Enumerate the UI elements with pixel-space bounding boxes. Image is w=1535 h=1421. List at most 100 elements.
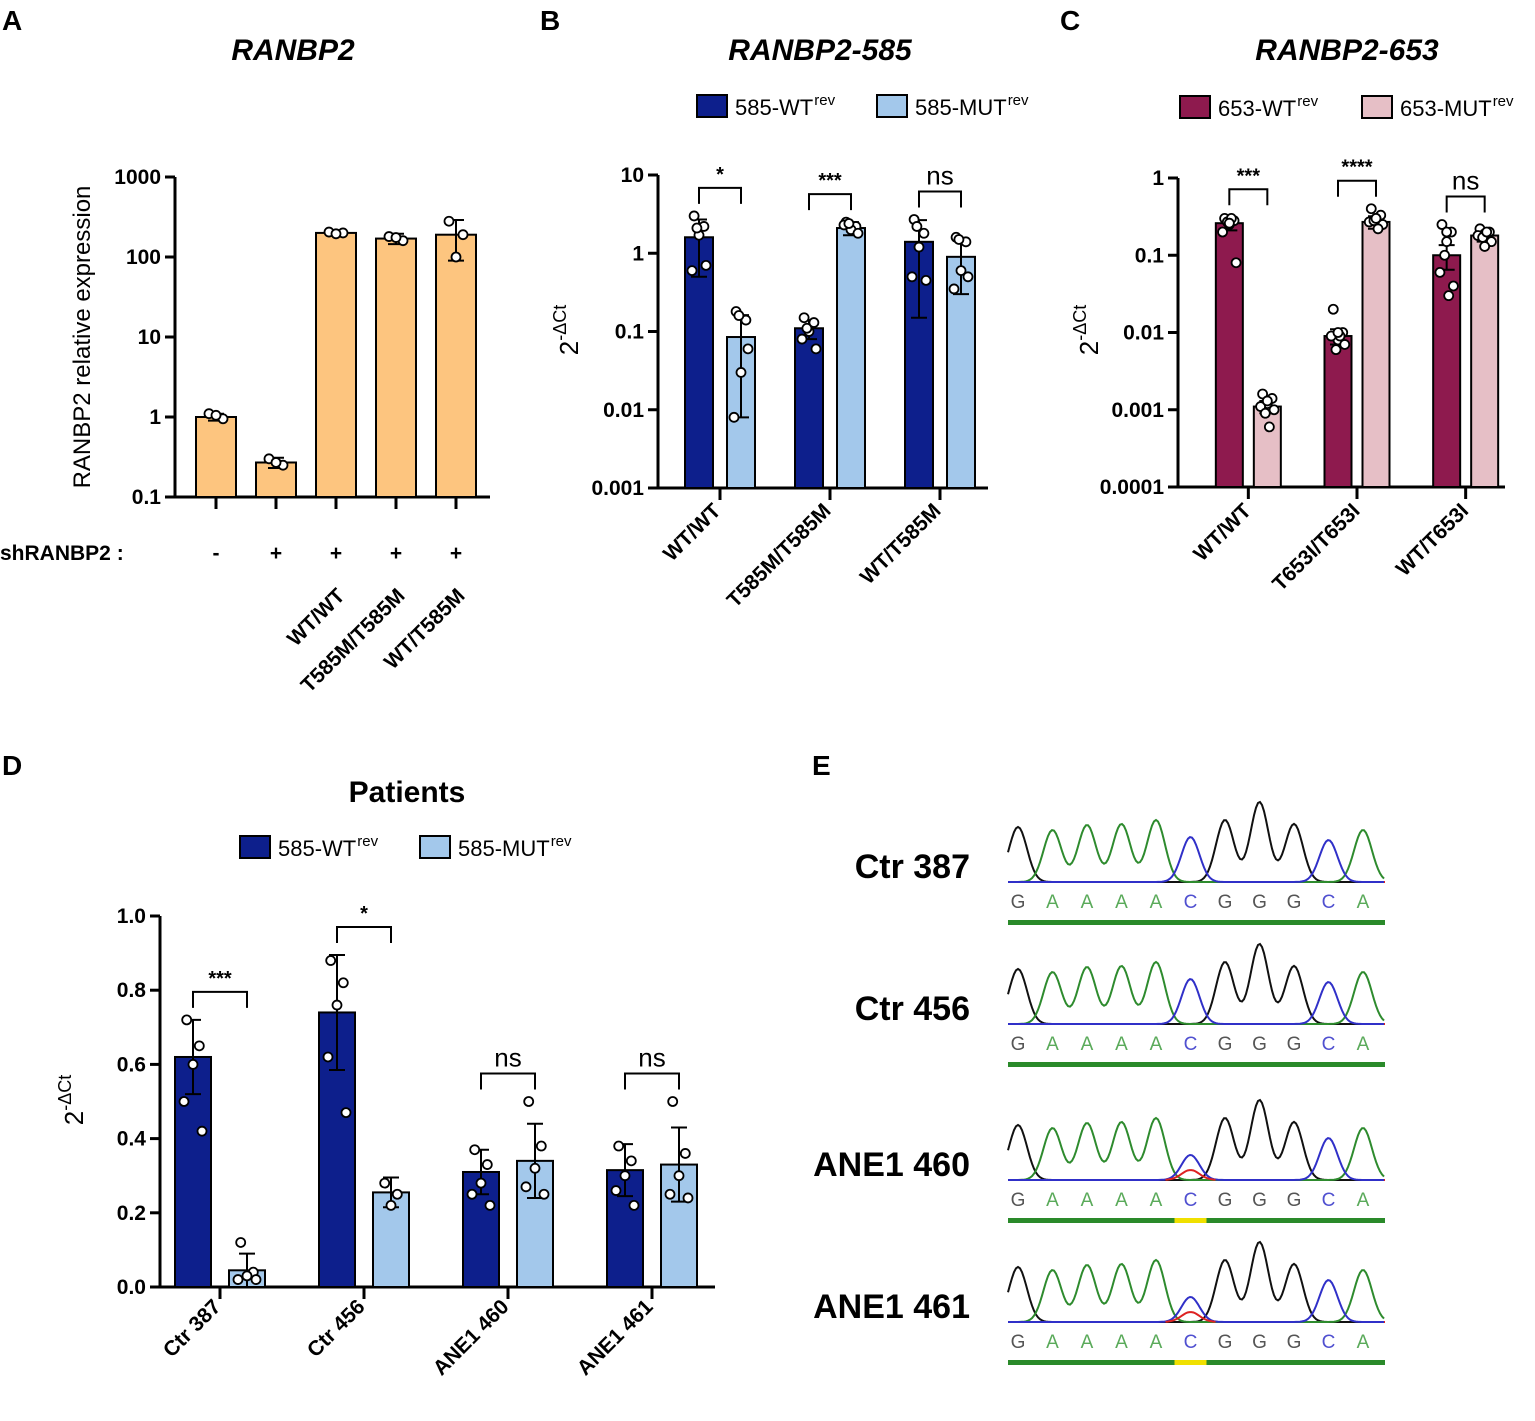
data-point [667, 1096, 679, 1107]
x-tick-label: Ctr 456 [303, 1295, 370, 1362]
x-tick-label: ANE1 461 [573, 1295, 658, 1380]
data-point [235, 1237, 247, 1248]
y-label-sup: -ΔCt [55, 1075, 75, 1111]
data-point [962, 271, 974, 283]
data-point [520, 1181, 532, 1193]
trace [1008, 1279, 1384, 1323]
y-tick-label: 1 [149, 406, 161, 429]
y-tick-label: 0.6 [117, 1053, 146, 1076]
base-call: G [1011, 1034, 1026, 1055]
data-point [920, 274, 932, 286]
x-tick-label: T653I/T653I [1268, 499, 1364, 595]
significance-label: ns [638, 1043, 665, 1073]
x-tick-label: WT/T653I [1392, 499, 1473, 580]
legend-sup: rev [551, 833, 572, 850]
base-call: G [1252, 1034, 1267, 1055]
data-point [1439, 249, 1451, 261]
data-point [1441, 226, 1453, 238]
data-point [735, 367, 747, 378]
significance-label: *** [1237, 165, 1261, 187]
data-point [1263, 421, 1275, 433]
legend-label: 653-MUT [1400, 96, 1492, 121]
data-point [331, 999, 343, 1011]
base-call: C [1322, 892, 1336, 913]
base-call: A [1081, 892, 1094, 913]
data-point [1441, 236, 1453, 248]
data-point [955, 265, 967, 277]
x-tick-label: WT/T585M [856, 499, 946, 589]
base-call: A [1046, 1034, 1059, 1055]
trace [1008, 1137, 1384, 1181]
y-label: 2 [554, 341, 584, 355]
y-label-sup: -ΔCt [1070, 305, 1090, 341]
base-call: G [1218, 1034, 1233, 1055]
significance-bracket [808, 193, 852, 211]
y-axis-label: 2-ΔCt [55, 1075, 89, 1126]
data-point [673, 1170, 685, 1182]
panel-label: C [1060, 5, 1080, 36]
data-point [484, 1199, 496, 1211]
data-point [469, 1144, 481, 1156]
data-point [1479, 241, 1491, 252]
data-point [682, 1192, 694, 1204]
bar [195, 416, 237, 498]
y-tick-label: 0.1 [615, 321, 645, 344]
data-point [613, 1140, 625, 1152]
data-point [1330, 344, 1342, 356]
data-point [1259, 407, 1271, 419]
data-point [325, 955, 337, 966]
base-call: A [1357, 1190, 1370, 1211]
data-point [1327, 303, 1339, 315]
legend-swatch [1179, 95, 1211, 119]
trace [1008, 978, 1384, 1025]
significance-label: **** [1341, 157, 1372, 179]
significance-bracket [480, 1072, 536, 1090]
y-tick-label: 100 [126, 246, 161, 269]
panel-label: B [540, 5, 560, 36]
quality-low [1174, 1218, 1207, 1223]
y-label: 2 [1074, 341, 1104, 355]
significance-bracket [1228, 188, 1269, 206]
legend-label: 653-WT [1218, 96, 1296, 121]
y-tick-label: 0.001 [591, 477, 644, 500]
sample-label: ANE1 460 [813, 1146, 970, 1184]
base-call: A [1081, 1034, 1094, 1055]
data-point [728, 411, 740, 423]
data-point [798, 312, 810, 324]
quality-bar [1008, 1062, 1385, 1067]
base-call: G [1287, 892, 1302, 913]
significance-bracket [1445, 195, 1486, 213]
y-axis-label: 2-ΔCt [1070, 305, 1104, 356]
base-call: G [1011, 1190, 1026, 1211]
trace [1007, 800, 1384, 883]
trace [1007, 942, 1384, 1025]
row-value: + [270, 542, 282, 565]
trace [1008, 836, 1384, 883]
base-call: G [1011, 892, 1026, 913]
trace [1008, 818, 1385, 883]
chart-title: RANBP2 [231, 34, 355, 67]
base-call: G [1252, 1332, 1267, 1353]
bar [1361, 220, 1391, 488]
data-point [843, 218, 855, 229]
legend-sup: rev [357, 833, 378, 850]
data-point [619, 1170, 631, 1182]
x-tick-label: WT/WT [1189, 499, 1256, 566]
base-call: C [1322, 1190, 1336, 1211]
chart-title: Patients [349, 776, 466, 809]
data-point [953, 234, 965, 245]
bar [794, 327, 824, 489]
data-point [232, 1274, 244, 1285]
sample-label: Ctr 456 [855, 990, 970, 1028]
data-point [475, 1177, 487, 1189]
base-call: G [1218, 1332, 1233, 1353]
het-trace [1165, 1169, 1216, 1181]
significance-label: *** [818, 170, 842, 192]
data-point [457, 229, 469, 241]
data-point [538, 1188, 550, 1200]
quality-low [1174, 1360, 1207, 1365]
legend-swatch [419, 835, 451, 859]
base-call: A [1046, 1190, 1059, 1211]
data-point [385, 1199, 397, 1211]
base-call: A [1150, 1190, 1163, 1211]
